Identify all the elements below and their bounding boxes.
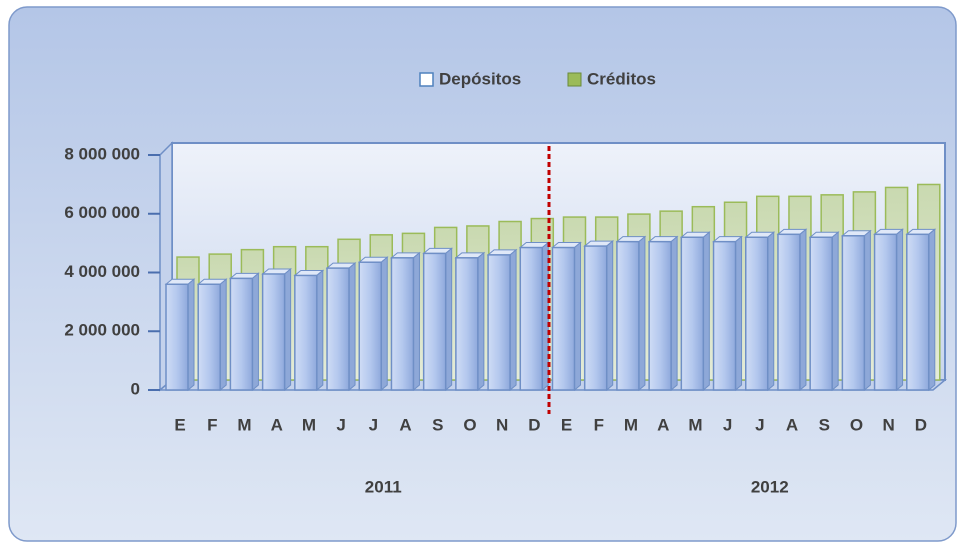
bar-side: [445, 247, 453, 392]
x-tick-label: A: [271, 415, 283, 434]
bar-side: [251, 272, 259, 392]
bar: [197, 283, 221, 391]
bar: [648, 240, 672, 391]
y-tick-label: 8 000 000: [64, 144, 140, 163]
bar: [906, 233, 930, 391]
y-tick-label: 0: [131, 379, 140, 398]
bar: [841, 235, 866, 391]
bar-side: [799, 228, 807, 392]
x-tick-label: J: [755, 415, 764, 434]
legend: Depósitos Créditos: [419, 69, 656, 88]
x-tick-label: S: [819, 415, 830, 434]
bar: [777, 233, 801, 391]
bar-side: [541, 241, 549, 392]
y-tick-label: 2 000 000: [64, 321, 140, 340]
bar-side: [477, 251, 485, 392]
legend-label: Depósitos: [439, 69, 521, 88]
bar-side: [187, 278, 195, 392]
x-tick-label: J: [723, 415, 732, 434]
legend-swatch: [419, 72, 434, 87]
bar: [229, 277, 254, 391]
bar-side: [284, 267, 292, 392]
x-tick-label: M: [302, 415, 316, 434]
bar: [519, 246, 544, 391]
x-tick-label: O: [850, 415, 863, 434]
bar-side: [316, 269, 324, 392]
bar: [422, 252, 447, 391]
x-tick-label: E: [174, 415, 185, 434]
x-tick-label: M: [624, 415, 638, 434]
x-tick-label: A: [399, 415, 411, 434]
bar-side: [863, 229, 871, 392]
bar-side: [606, 239, 614, 392]
legend-swatch: [567, 72, 582, 87]
bar-side: [638, 235, 646, 392]
group-label: 2011: [365, 477, 402, 496]
bar: [487, 254, 511, 391]
bar-side: [735, 235, 743, 392]
bar: [712, 240, 737, 391]
x-tick-label: A: [657, 415, 669, 434]
bar-side: [509, 248, 517, 392]
bar-side: [831, 231, 839, 392]
bar-side: [896, 228, 904, 392]
y-tick-label: 4 000 000: [64, 262, 140, 281]
bar-side: [928, 228, 936, 392]
x-tick-label: D: [528, 415, 540, 434]
legend-label: Créditos: [587, 69, 656, 88]
bar-side: [380, 256, 388, 392]
bar: [455, 257, 479, 391]
x-tick-label: J: [369, 415, 378, 434]
x-tick-label: O: [463, 415, 476, 434]
bar: [680, 236, 705, 391]
bar: [165, 283, 189, 391]
bar-side: [702, 231, 710, 392]
bar-side: [412, 251, 420, 392]
bar: [261, 273, 286, 391]
x-tick-label: M: [237, 415, 251, 434]
bar-side: [670, 235, 678, 392]
bar: [809, 236, 833, 391]
x-tick-label: J: [336, 415, 345, 434]
x-tick-label: E: [561, 415, 572, 434]
bar: [873, 233, 898, 391]
x-tick-label: A: [786, 415, 798, 434]
bar: [294, 274, 318, 391]
x-tick-label: S: [432, 415, 443, 434]
y-tick-label: 6 000 000: [64, 203, 140, 222]
bar: [583, 245, 608, 391]
group-label: 2012: [751, 477, 789, 496]
bar-side: [574, 241, 581, 392]
bar: [326, 267, 350, 391]
x-tick-label: N: [883, 415, 895, 434]
bar: [358, 261, 382, 391]
x-tick-label: N: [496, 415, 508, 434]
bar: [390, 257, 415, 391]
bar: [745, 236, 769, 391]
x-tick-label: F: [207, 415, 217, 434]
x-tick-label: M: [688, 415, 702, 434]
bar-side: [348, 262, 356, 392]
bar-side: [767, 231, 775, 392]
x-tick-label: D: [915, 415, 927, 434]
bar: [551, 246, 576, 391]
x-tick-label: F: [594, 415, 604, 434]
bar-side: [219, 278, 227, 392]
bar: [616, 240, 640, 391]
